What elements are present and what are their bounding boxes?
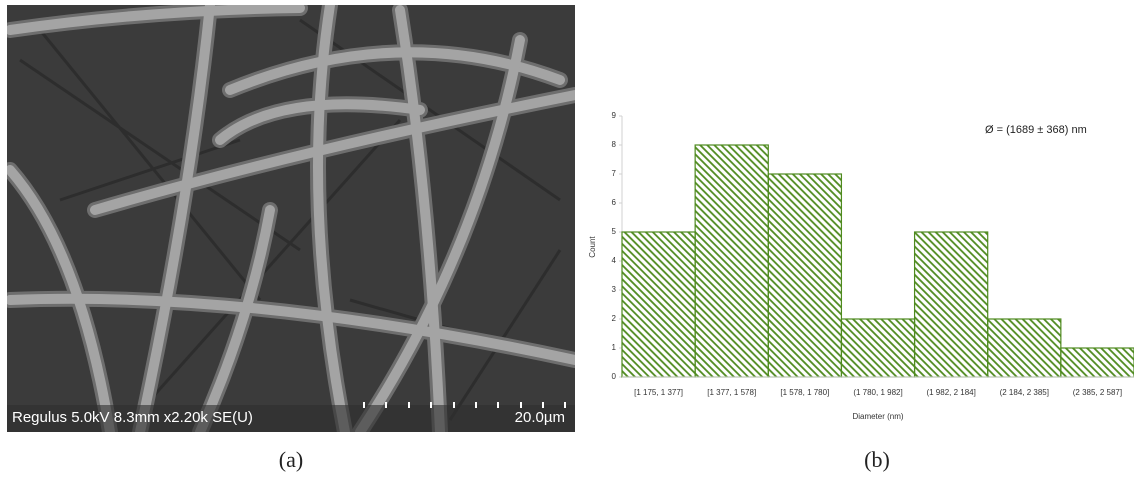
image-info: Regulus 5.0kV 8.3mm x2.20k SE(U) (12, 409, 253, 426)
bar (988, 319, 1061, 377)
caption: (b) (864, 447, 890, 472)
x-tick-label: (2 184, 2 385] (1000, 388, 1049, 397)
x-tick-label: (1 780, 1 982] (853, 388, 902, 397)
x-tick-label: (2 385, 2 587] (1073, 388, 1122, 397)
sem-image: Regulus 5.0kV 8.3mm x2.20k SE(U) 20.0µm (7, 5, 575, 432)
x-tick-label: [1 377, 1 578] (707, 388, 756, 397)
y-tick-label: 3 (612, 285, 617, 294)
annotation: Ø = (1689 ± 368) nm (985, 124, 1087, 136)
y-tick-label: 6 (612, 198, 617, 207)
y-tick-label: 1 (612, 343, 617, 352)
x-tick-label: [1 578, 1 780] (780, 388, 829, 397)
x-tick-label: [1 175, 1 377] (634, 388, 683, 397)
y-tick-label: 9 (612, 111, 617, 120)
bar (915, 232, 988, 377)
bar (1061, 348, 1134, 377)
y-tick-label: 7 (612, 169, 617, 178)
bar (695, 145, 768, 377)
y-tick-label: 0 (612, 372, 617, 381)
y-tick-label: 5 (612, 227, 617, 236)
y-tick-label: 2 (612, 314, 617, 323)
bar (841, 319, 914, 377)
x-axis-label: Diameter (nm) (852, 412, 903, 421)
y-axis-label: Count (588, 236, 597, 258)
y-tick-label: 4 (612, 256, 617, 265)
bar (622, 232, 695, 377)
figure: Regulus 5.0kV 8.3mm x2.20k SE(U) 20.0µm … (0, 0, 1134, 477)
bar (768, 174, 841, 377)
y-tick-label: 8 (612, 140, 617, 149)
x-tick-label: (1 982, 2 184] (926, 388, 975, 397)
caption: (a) (279, 447, 303, 472)
scale-label: 20.0µm (515, 409, 565, 426)
